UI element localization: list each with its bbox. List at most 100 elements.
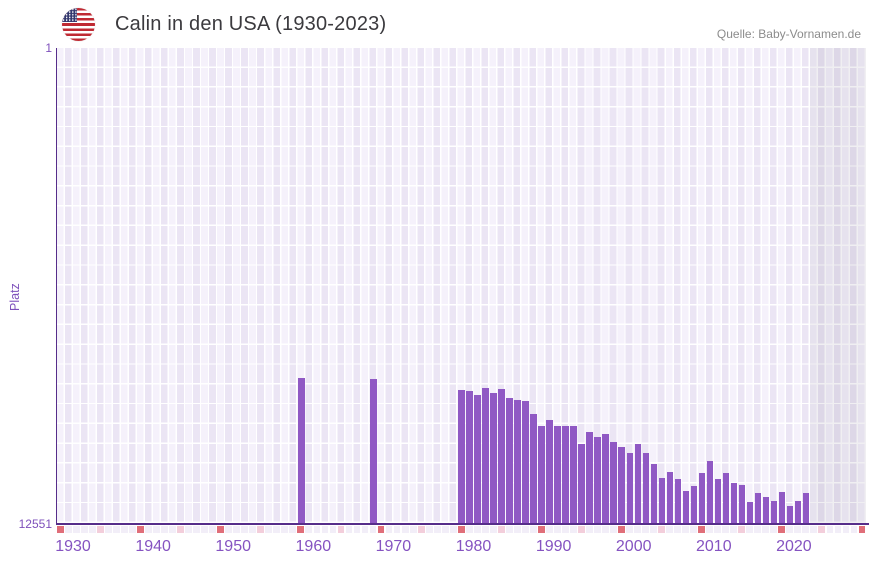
strip-cell-1993: [578, 526, 585, 534]
bar-1978[interactable]: [458, 390, 465, 523]
strip-cell-1935: [113, 526, 120, 534]
x-tick-1960: 1960: [295, 538, 332, 555]
strip-cell-1998: [618, 526, 625, 534]
bar-2015[interactable]: [754, 493, 762, 523]
strip-cell-1977: [449, 526, 457, 534]
bar-2012[interactable]: [730, 482, 738, 523]
bar-2010[interactable]: [714, 479, 722, 523]
strip-cell-2024: [826, 526, 834, 534]
strip-cell-1982: [489, 526, 497, 534]
strip-cell-2003: [658, 526, 665, 534]
strip-cell-1955: [273, 526, 281, 534]
strip-cell-2011: [722, 526, 730, 534]
bar-1958[interactable]: [298, 378, 305, 523]
bar-1997[interactable]: [610, 441, 617, 523]
strip-cell-1928: [57, 526, 64, 534]
strip-cell-1945: [193, 526, 201, 534]
strip-cell-1981: [481, 526, 489, 534]
x-tick-1970: 1970: [375, 538, 412, 555]
strip-cell-1985: [513, 526, 521, 534]
bar-1983[interactable]: [498, 388, 505, 523]
strip-cell-1990: [553, 526, 561, 534]
strip-cell-1984: [505, 526, 513, 534]
bar-2016[interactable]: [762, 496, 770, 523]
bar-2014[interactable]: [746, 501, 754, 523]
bar-1985[interactable]: [514, 399, 521, 523]
bar-1980[interactable]: [474, 395, 481, 523]
y-axis-label: Platz: [8, 283, 22, 311]
x-tick-2020: 2020: [776, 538, 812, 555]
bar-2021[interactable]: [802, 493, 810, 523]
strip-cell-1969: [385, 526, 393, 534]
strip-cell-2018: [778, 526, 786, 534]
bar-1989[interactable]: [546, 420, 553, 523]
bar-2003[interactable]: [658, 477, 666, 523]
bar-2004[interactable]: [666, 471, 674, 523]
strip-cell-2012: [730, 526, 738, 534]
bar-2002[interactable]: [650, 463, 658, 523]
bar-1988[interactable]: [538, 426, 545, 523]
strip-cell-2017: [770, 526, 778, 534]
strip-cell-1996: [602, 526, 609, 534]
bar-2011[interactable]: [722, 473, 730, 523]
strip-cell-1986: [521, 526, 529, 534]
bar-2005[interactable]: [674, 479, 682, 523]
y-axis-line: [55, 48, 58, 525]
strip-cell-1956: [281, 526, 289, 534]
bar-1967[interactable]: [370, 379, 377, 523]
strip-cell-1962: [329, 526, 337, 534]
bar-1979[interactable]: [466, 390, 473, 523]
strip-cell-1966: [361, 526, 369, 534]
bar-1982[interactable]: [490, 393, 497, 523]
bar-2007[interactable]: [690, 485, 698, 523]
strip-cell-1988: [537, 526, 545, 534]
strip-cell-2019: [786, 526, 794, 534]
strip-cell-1951: [241, 526, 249, 534]
bar-1987[interactable]: [530, 413, 537, 523]
bar-2009[interactable]: [706, 460, 714, 523]
bar-1993[interactable]: [578, 443, 585, 523]
bar-1998[interactable]: [618, 446, 625, 523]
x-tick-1930: 1930: [55, 538, 91, 555]
bar-2019[interactable]: [786, 505, 794, 523]
no-data-band: [809, 48, 866, 523]
x-axis-line: [55, 523, 869, 526]
bar-2001[interactable]: [642, 452, 650, 523]
bar-2006[interactable]: [682, 490, 690, 523]
strip-cell-2027: [850, 526, 858, 534]
strip-cell-2000: [634, 526, 641, 534]
strip-cell-1974: [425, 526, 433, 534]
us-flag-icon: [62, 8, 95, 41]
bar-1981[interactable]: [482, 387, 489, 523]
bar-2018[interactable]: [778, 491, 786, 523]
strip-cell-1948: [217, 526, 225, 534]
strip-cell-1942: [169, 526, 177, 534]
bar-2013[interactable]: [738, 485, 746, 523]
bar-1999[interactable]: [626, 452, 633, 523]
strip-cell-2006: [682, 526, 690, 534]
strip-cell-1940: [153, 526, 161, 534]
strip-cell-1973: [417, 526, 425, 534]
strip-cell-1991: [561, 526, 569, 534]
x-tick-1940: 1940: [135, 538, 171, 555]
bar-2020[interactable]: [794, 501, 802, 523]
bar-1996[interactable]: [602, 434, 609, 523]
strip-cell-1963: [337, 526, 345, 534]
bar-2008[interactable]: [698, 473, 706, 523]
strip-cell-1959: [305, 526, 313, 534]
us-flag-canton: [62, 8, 77, 22]
bar-1986[interactable]: [522, 401, 529, 523]
bar-1991[interactable]: [562, 426, 569, 523]
bar-1984[interactable]: [506, 398, 513, 523]
bar-1990[interactable]: [554, 426, 561, 523]
bar-1995[interactable]: [594, 437, 601, 523]
bar-1992[interactable]: [570, 426, 577, 523]
bar-2000[interactable]: [634, 443, 641, 523]
strip-cell-1980: [473, 526, 481, 534]
strip-cell-1972: [409, 526, 417, 534]
strip-cell-1934: [105, 526, 112, 534]
x-tick-2010: 2010: [696, 538, 732, 555]
bar-2017[interactable]: [770, 501, 778, 523]
bar-1994[interactable]: [586, 432, 593, 523]
